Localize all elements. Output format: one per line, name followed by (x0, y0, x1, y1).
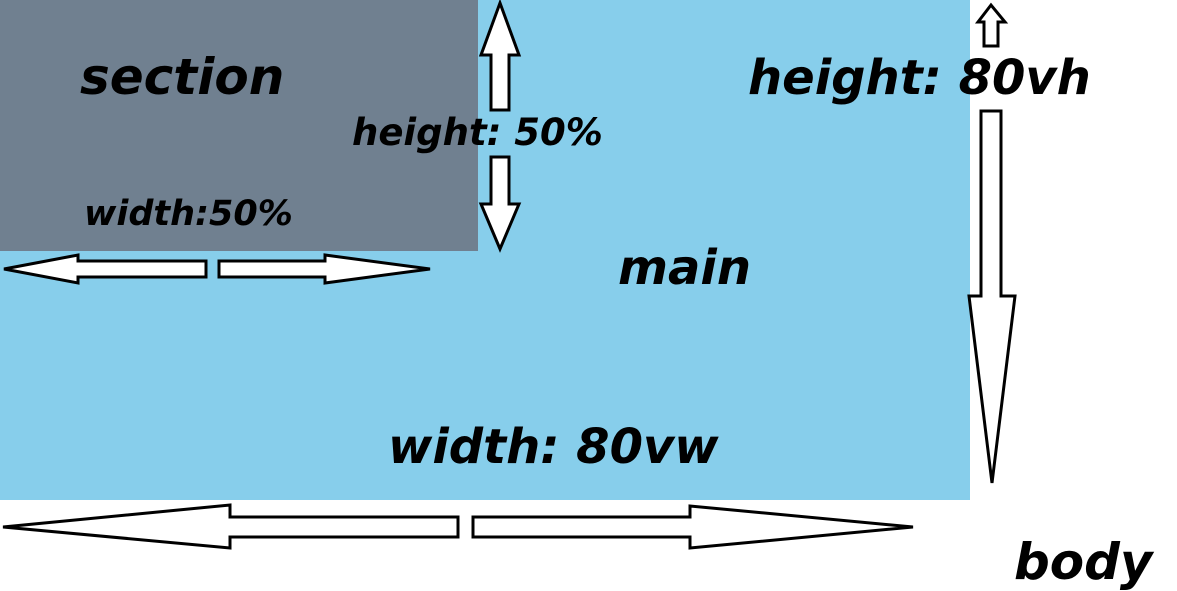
section-height-down-arrow (478, 155, 522, 253)
section-label: section (80, 48, 285, 106)
section-box (0, 0, 478, 251)
section-width-left-arrow (3, 253, 208, 285)
main-width-left-arrow (2, 503, 460, 550)
section-width-label: width:50% (84, 194, 293, 234)
main-label: main (618, 240, 752, 296)
main-width-right-arrow (471, 504, 914, 550)
section-height-label: height: 50% (352, 111, 603, 154)
main-height-label: height: 80vh (748, 50, 1091, 106)
main-height-up-arrow (974, 2, 1009, 48)
main-width-label: width: 80vw (388, 419, 719, 475)
body-label: body (1014, 533, 1153, 591)
section-width-right-arrow (217, 253, 431, 285)
section-height-up-arrow (478, 0, 522, 112)
main-height-down-arrow (967, 109, 1017, 484)
